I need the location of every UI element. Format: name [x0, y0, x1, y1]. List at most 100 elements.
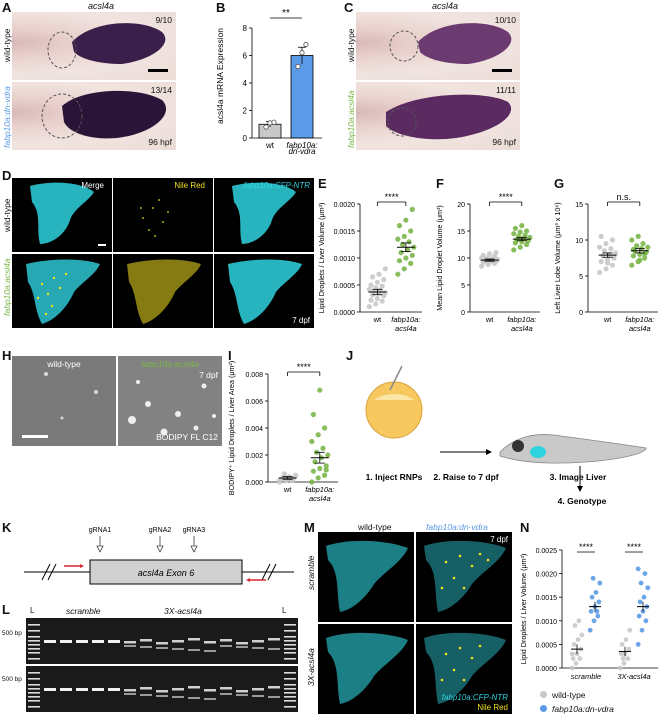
gel-band: [60, 640, 72, 643]
data-point: [640, 241, 646, 247]
gel-band: [156, 690, 168, 693]
data-point: [315, 432, 321, 438]
step-4: 4. Genotype: [558, 496, 607, 506]
panel-m-legend1: fabp10a:CFP-NTR: [441, 693, 508, 702]
gel-band: [188, 638, 200, 641]
gel-band: [124, 689, 136, 692]
ladder-band: [284, 672, 296, 674]
y-tick-label: 0.0010: [536, 619, 558, 626]
x-tick-label: acsl4a: [511, 324, 533, 333]
data-point: [495, 257, 501, 263]
data-point: [630, 253, 636, 259]
data-point: [609, 262, 615, 268]
y-tick-label: 0: [461, 310, 465, 317]
data-point: [642, 255, 648, 261]
gel-band: [172, 696, 184, 698]
gel-band: [156, 695, 168, 697]
x-tick-label: fabp10a:: [391, 315, 420, 324]
data-point: [587, 627, 593, 633]
data-point: [576, 618, 582, 624]
ladder-band: [28, 678, 40, 680]
data-point: [569, 665, 575, 671]
gel-band: [108, 640, 120, 643]
grna1-label: gRNA1: [89, 527, 112, 534]
data-point: [382, 266, 388, 272]
ladder-band: [284, 688, 296, 690]
x-tick-label: wt: [283, 485, 292, 494]
data-point: [281, 471, 287, 477]
gel-band: [268, 686, 280, 689]
y-tick-label: 0.0020: [536, 572, 558, 579]
data-point: [374, 279, 380, 285]
data-point: [374, 295, 380, 302]
data-point: [611, 254, 617, 260]
gel-band: [188, 697, 200, 699]
gel-band: [76, 688, 88, 691]
chart-b: acsl4a mRNA Expression 0 2 4 6 8 wt fabp10a: **…: [215, 8, 322, 156]
data-point: [322, 425, 328, 431]
data-point: [323, 463, 329, 469]
data-point: [601, 248, 607, 254]
panel-c-count2: 11/11: [495, 85, 516, 95]
ladder-band: [28, 652, 40, 654]
gel-band: [140, 687, 152, 690]
data-point: [620, 656, 626, 661]
ladder-band: [284, 640, 296, 642]
panel-j-workflow: 1. Inject RNPs 2. Raise to 7 dpf 3. Imag…: [365, 365, 647, 506]
gel-band: [124, 693, 136, 695]
sig-label: n.s.: [616, 192, 631, 202]
gel-band: [268, 638, 280, 641]
ladder-label-left: L: [30, 606, 35, 615]
data-point: [594, 608, 600, 614]
gel-band: [204, 650, 216, 652]
panel-c-count1: 10/10: [494, 15, 516, 25]
data-point: [588, 608, 594, 614]
gel-band: [44, 640, 56, 643]
gel-image: [26, 618, 298, 712]
y-tick-label: 0.0015: [334, 229, 356, 236]
panel-h-acsl4a: fabp10a:acsl4a 7 dpf BODIPY FL C12: [118, 356, 222, 446]
ladder-band: [28, 636, 40, 638]
data-point: [519, 223, 525, 229]
data-point: [603, 266, 609, 272]
gel-band: [108, 688, 120, 691]
data-point: [569, 651, 575, 657]
panel-label-c: C: [344, 0, 354, 15]
data-point: [640, 608, 646, 614]
panel-d-nilered-acsl4a: [113, 254, 213, 328]
y-tick-label: 0: [579, 310, 583, 317]
panel-c-row2-label: fabp10a:acsl4a: [346, 90, 356, 148]
y-axis-label: Left Liver Lobe Volume (μm³ x 10⁶): [553, 202, 562, 313]
data-point: [638, 580, 644, 586]
data-point: [395, 271, 401, 277]
data-point: [635, 642, 641, 647]
data-point: [596, 599, 602, 605]
chart-g: Left Liver Lobe Volume (μm³ x 10⁶) 0 5 10 15…: [553, 192, 658, 333]
gel-band: [124, 645, 136, 647]
data-point: [408, 260, 414, 266]
legend-dn: fabp10a:dn-vdra: [540, 704, 614, 714]
data-point: [645, 244, 651, 250]
panel-c-image-acsl4a: 11/11 96 hpf: [356, 82, 520, 150]
data-point: [597, 244, 603, 250]
x-tick-label: scramble: [571, 672, 601, 681]
y-tick-label: 10: [457, 256, 465, 263]
data-point: [480, 252, 486, 258]
legend-wt-text: wild-type: [552, 690, 586, 700]
gel-band: [76, 640, 88, 643]
y-tick-label: 0.000: [245, 480, 263, 487]
data-point: [589, 594, 595, 600]
exon-box: [89, 559, 243, 585]
data-point: [293, 472, 299, 478]
ladder-band: [284, 678, 296, 680]
panel-d-row2-label: fabp10a:acsl4a: [2, 258, 12, 316]
data-point: [643, 618, 649, 624]
chart-b-xlabel-dn: dn-vdra: [288, 147, 316, 156]
data-point: [623, 637, 629, 643]
y-tick-label: 0.0005: [334, 283, 356, 290]
data-point: [317, 465, 323, 472]
y-tick-label: 4: [243, 79, 248, 88]
gel-band: [268, 648, 280, 650]
panel-c-stage: 96 hpf: [492, 137, 516, 147]
data-point: [299, 50, 305, 56]
